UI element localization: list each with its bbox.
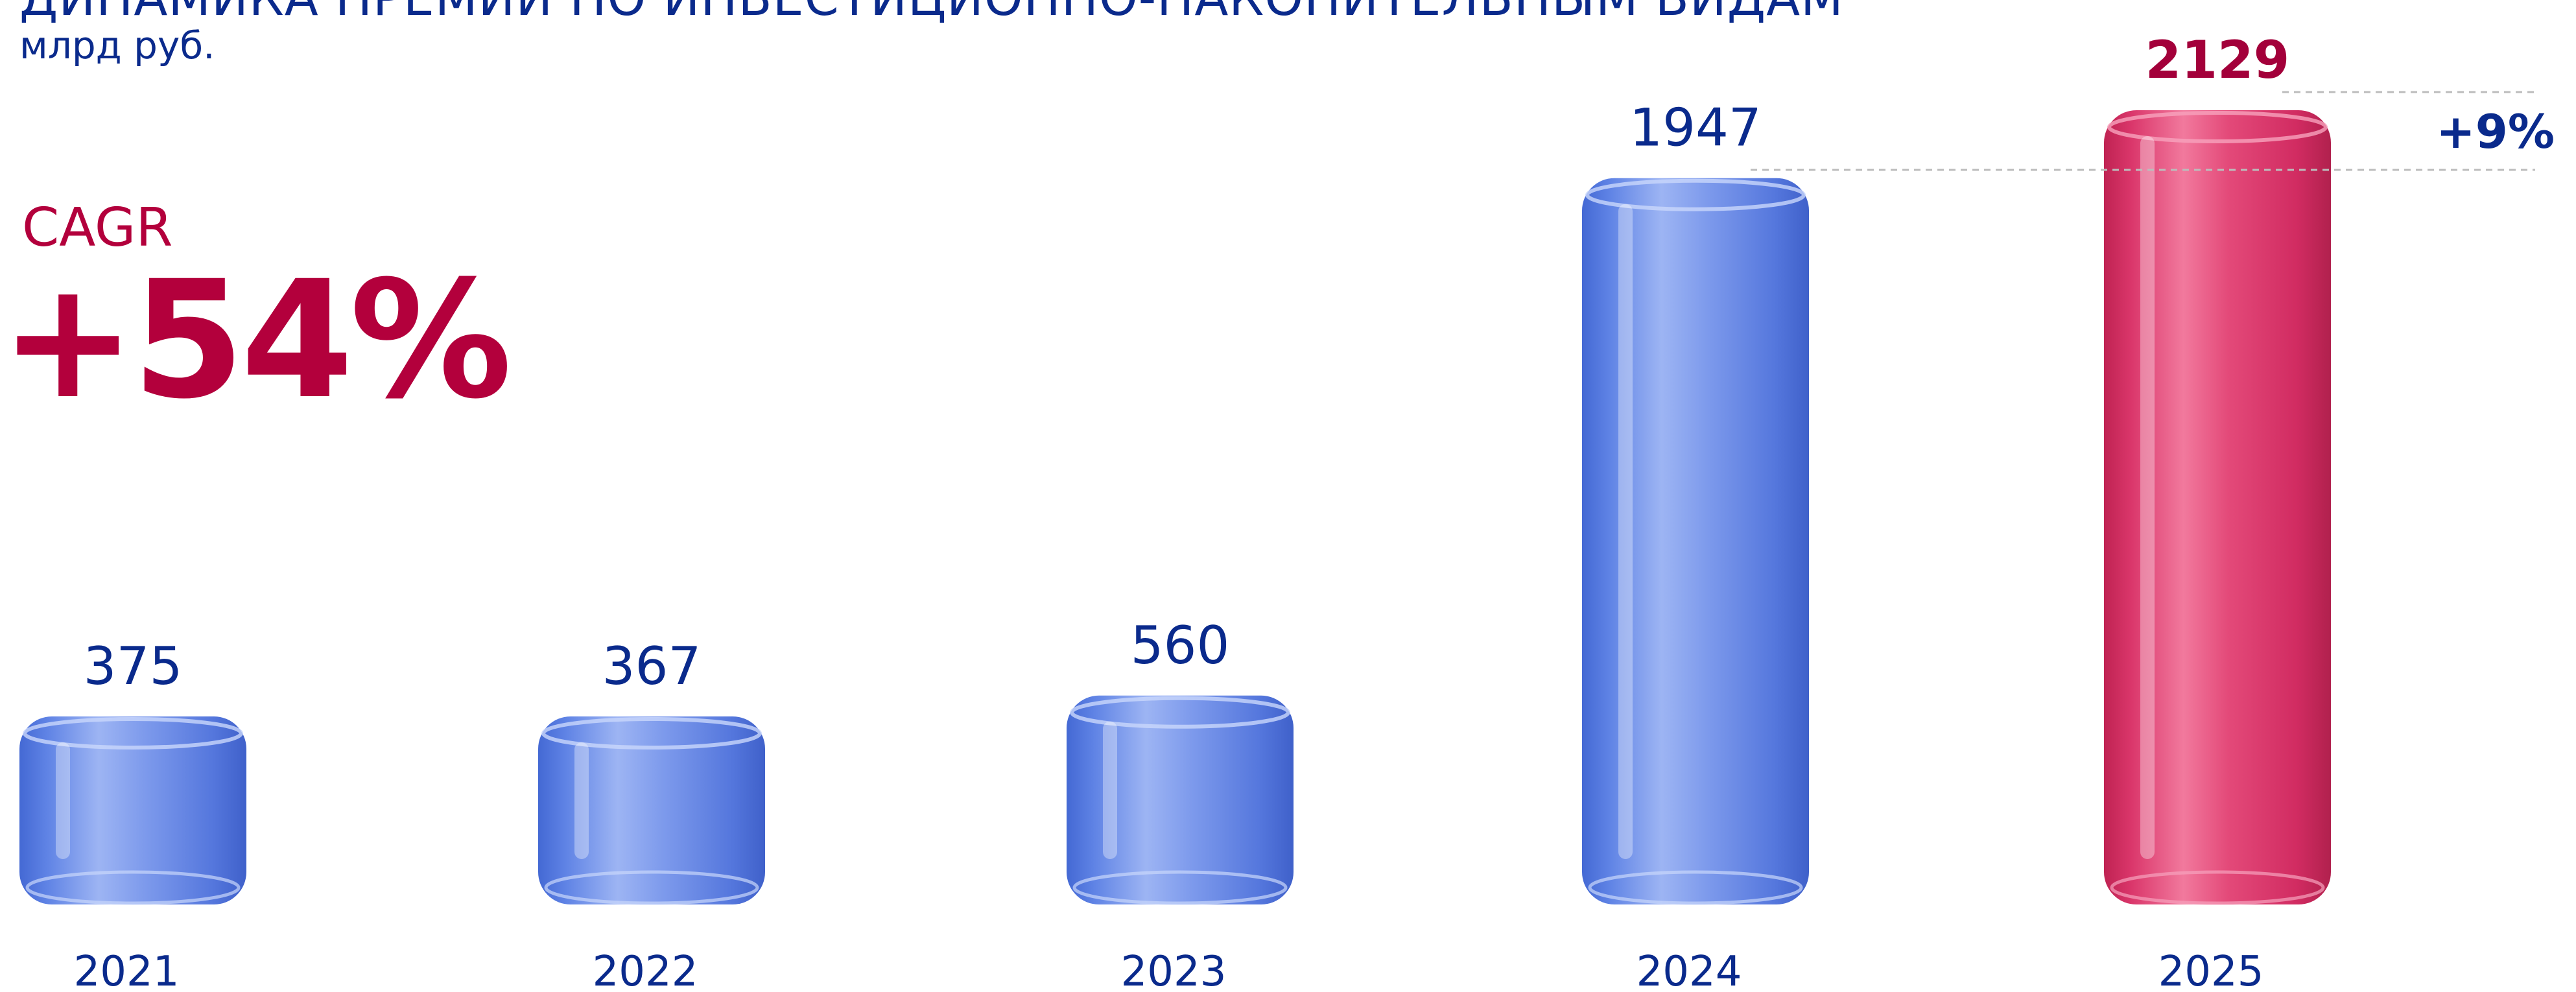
bar-highlight-2022: [574, 742, 589, 859]
bar-highlight-2025: [2140, 136, 2155, 859]
category-label-2023: 2023: [1121, 948, 1227, 992]
category-label-2025: 2025: [2158, 948, 2264, 992]
value-label-2025: 2129: [2145, 30, 2290, 90]
value-label-2022: 367: [602, 636, 702, 696]
bar-base-2025: [2110, 870, 2325, 905]
growth-annotation: +9%: [2436, 104, 2555, 159]
bar-rim-2021: [23, 717, 243, 750]
bar-rim-2025: [2107, 111, 2328, 143]
category-label-2022: 2022: [593, 948, 698, 992]
value-label-2024: 1947: [1629, 98, 1762, 158]
bar-base-2024: [1588, 870, 1803, 905]
bar-2023: [1067, 695, 1294, 904]
bar-highlight-2021: [56, 742, 70, 859]
bar-2025: [2104, 110, 2331, 904]
cagr-value: +54%: [0, 246, 512, 434]
chart-title: ДИНАМИКА ПРЕМИИ ПО ИНВЕСТИЦИОННО-НАКОПИТ…: [19, 0, 1844, 27]
bar-2024: [1582, 178, 1809, 905]
category-label-2021: 2021: [74, 948, 180, 992]
bar-base-2023: [1072, 870, 1288, 905]
bar-rim-2022: [541, 717, 762, 750]
bar-rim-2023: [1070, 696, 1290, 729]
bar-2021: [19, 716, 246, 904]
bar-highlight-2023: [1103, 721, 1117, 859]
value-label-2021: 375: [84, 636, 183, 696]
category-label-2024: 2024: [1637, 948, 1742, 992]
bar-base-2021: [25, 870, 241, 905]
bar-base-2022: [544, 870, 759, 905]
bar-2022: [538, 716, 765, 904]
value-label-2023: 560: [1131, 615, 1230, 676]
bar-highlight-2024: [1618, 204, 1633, 859]
bar-rim-2024: [1585, 178, 1806, 211]
unit-subtitle: млрд руб.: [19, 23, 215, 67]
cagr-label: CAGR: [22, 197, 173, 259]
